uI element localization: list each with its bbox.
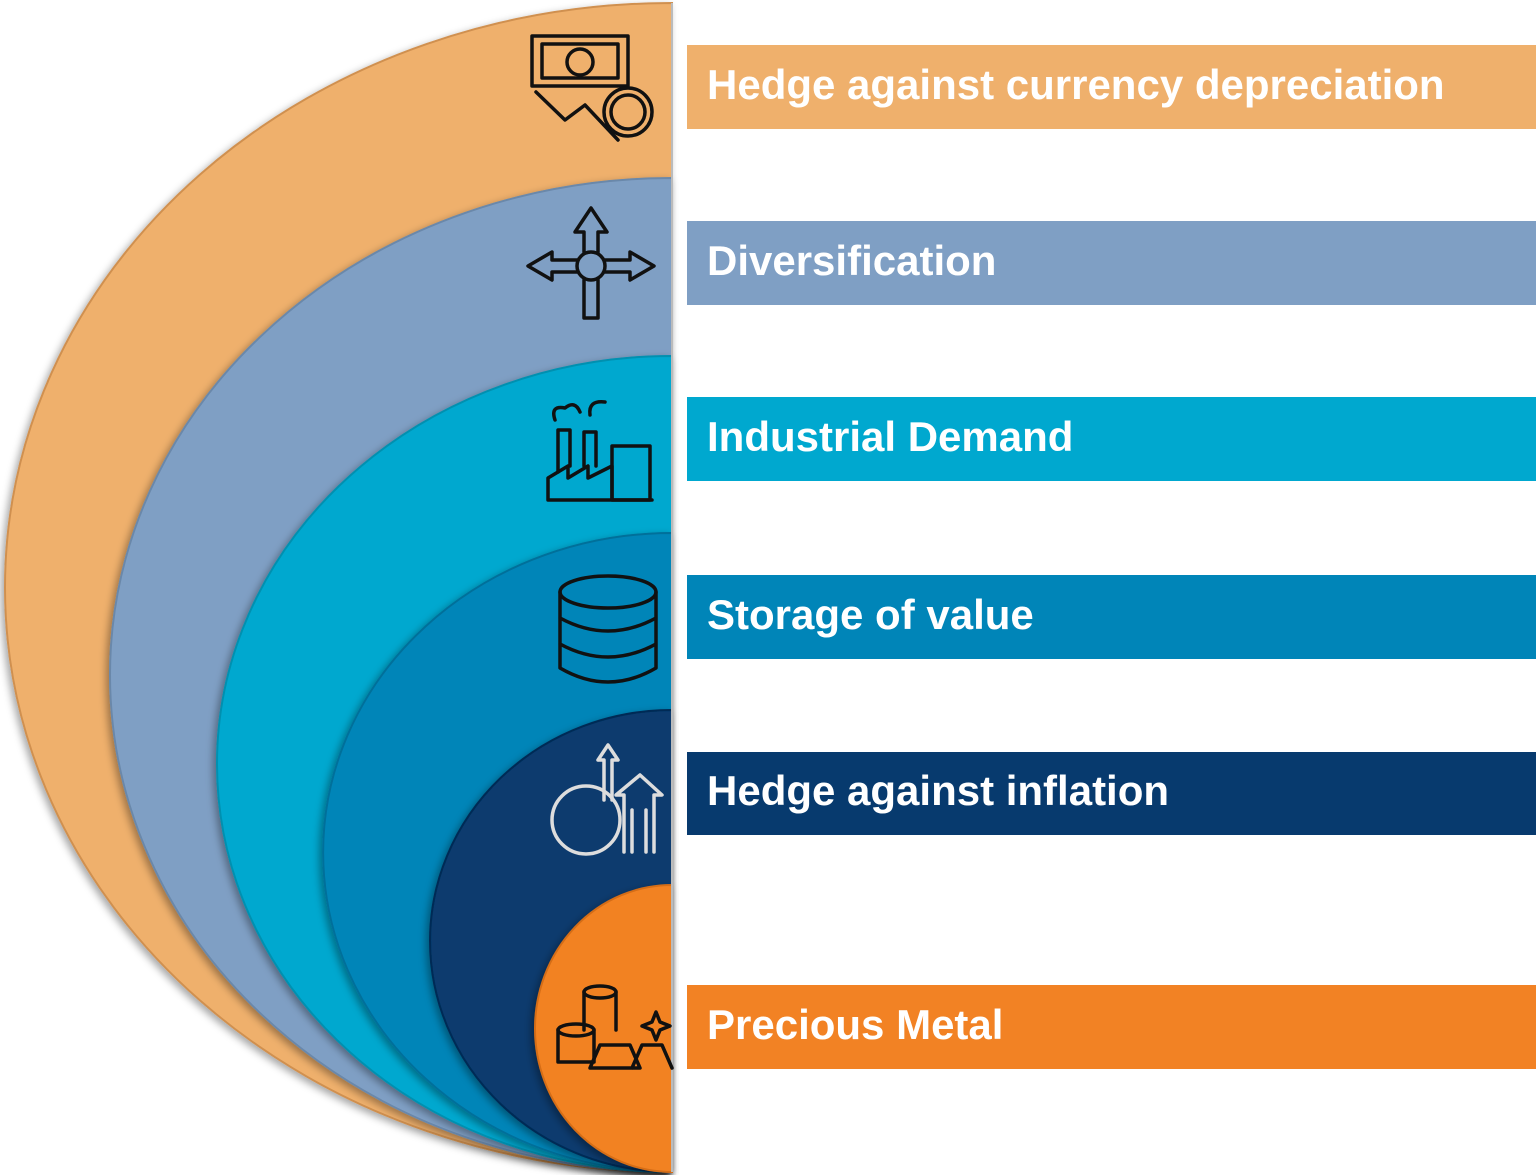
factory-icon [546, 400, 654, 502]
layer-label: Diversification [707, 237, 996, 284]
gold-icon [556, 984, 674, 1070]
currency-icon [530, 34, 654, 142]
label-bar [687, 45, 1536, 129]
layer-label: Hedge against inflation [707, 767, 1169, 814]
label-bar [687, 397, 1536, 481]
database-icon [558, 574, 658, 684]
icons [526, 34, 674, 1070]
labels: Hedge against currency depreciation Dive… [687, 45, 1536, 1069]
label-bar [687, 575, 1536, 659]
layer-shapes [4, 1, 673, 1174]
layer-label: Storage of value [707, 591, 1034, 638]
label-bar [687, 985, 1536, 1069]
layer-label: Industrial Demand [707, 413, 1073, 460]
diversification-icon [526, 206, 656, 320]
label-bar [687, 221, 1536, 305]
inflation-icon [550, 743, 664, 856]
label-bar [687, 752, 1536, 835]
layer-label: Precious Metal [707, 1001, 1003, 1048]
layer-label: Hedge against currency depreciation [707, 61, 1445, 108]
layer-arc [534, 883, 673, 1174]
